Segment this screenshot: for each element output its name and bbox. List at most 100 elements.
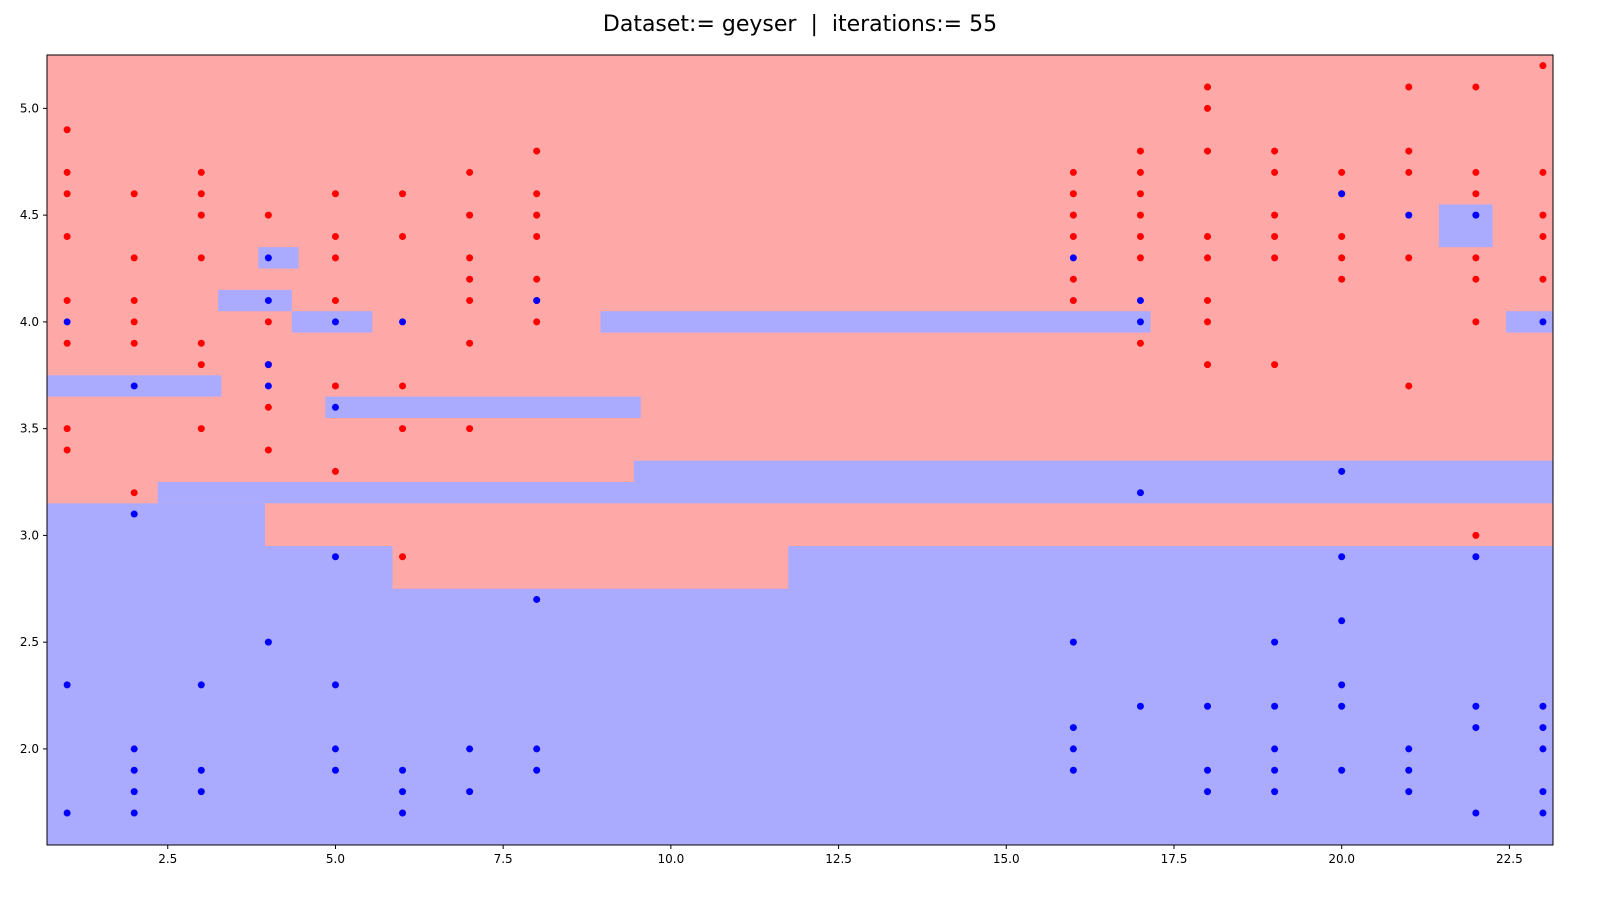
- y-tick-label: 4.5: [20, 208, 39, 222]
- point-red: [1472, 531, 1480, 539]
- point-blue: [1338, 467, 1346, 475]
- point-red: [1069, 232, 1077, 240]
- point-blue: [63, 809, 71, 817]
- y-tick-label: 4.0: [20, 315, 39, 329]
- point-red: [533, 318, 541, 326]
- point-red: [197, 168, 205, 176]
- point-blue: [264, 297, 272, 305]
- point-red: [130, 489, 138, 497]
- point-red: [466, 168, 474, 176]
- point-blue: [1472, 809, 1480, 817]
- x-tick-label: 22.5: [1496, 852, 1523, 866]
- point-blue: [533, 766, 541, 774]
- point-red: [1069, 168, 1077, 176]
- point-blue: [1136, 297, 1144, 305]
- point-red: [1204, 83, 1212, 91]
- region-blue: [218, 289, 292, 312]
- point-blue: [331, 403, 339, 411]
- point-red: [1539, 275, 1547, 283]
- point-blue: [1069, 254, 1077, 262]
- point-red: [130, 254, 138, 262]
- point-blue: [264, 638, 272, 646]
- point-red: [1136, 339, 1144, 347]
- region-blue: [47, 503, 1553, 845]
- point-blue: [1539, 788, 1547, 796]
- point-red: [533, 190, 541, 198]
- point-blue: [399, 809, 407, 817]
- region-blue: [258, 247, 299, 269]
- point-red: [1472, 190, 1480, 198]
- point-red: [1204, 104, 1212, 112]
- point-red: [197, 339, 205, 347]
- point-red: [1539, 211, 1547, 219]
- point-red: [1136, 254, 1144, 262]
- point-blue: [264, 254, 272, 262]
- point-blue: [1539, 745, 1547, 753]
- point-red: [63, 232, 71, 240]
- decision-regions: [47, 55, 1553, 845]
- region-blue: [325, 396, 641, 418]
- point-blue: [331, 318, 339, 326]
- point-red: [63, 425, 71, 433]
- point-red: [1136, 190, 1144, 198]
- point-red: [264, 211, 272, 219]
- point-blue: [399, 788, 407, 796]
- point-red: [1204, 297, 1212, 305]
- point-blue: [264, 382, 272, 390]
- y-tick-label: 2.5: [20, 635, 39, 649]
- point-blue: [1539, 724, 1547, 732]
- point-red: [533, 232, 541, 240]
- point-red: [1136, 211, 1144, 219]
- point-red: [197, 254, 205, 262]
- point-red: [1338, 168, 1346, 176]
- point-red: [1069, 211, 1077, 219]
- point-blue: [399, 318, 407, 326]
- point-red: [399, 425, 407, 433]
- point-red: [1069, 297, 1077, 305]
- point-red: [1338, 275, 1346, 283]
- axes: 2.5 5.0 7.5 10.0 12.5 15.0 17.5 20.0 22.5 2.0 2.5 3…: [20, 101, 1523, 866]
- point-red: [264, 446, 272, 454]
- x-tick-label: 7.5: [494, 852, 513, 866]
- point-red: [1539, 232, 1547, 240]
- point-red: [1204, 232, 1212, 240]
- point-red: [130, 190, 138, 198]
- point-blue: [130, 745, 138, 753]
- chart-title: Dataset:= geyser | iterations:= 55: [602, 12, 998, 37]
- point-red: [533, 211, 541, 219]
- point-red: [331, 190, 339, 198]
- point-blue: [331, 745, 339, 753]
- point-blue: [1069, 745, 1077, 753]
- point-blue: [1069, 638, 1077, 646]
- point-red: [466, 425, 474, 433]
- point-red: [399, 232, 407, 240]
- point-blue: [1338, 681, 1346, 689]
- y-tick-label: 3.5: [20, 422, 39, 436]
- point-blue: [1539, 809, 1547, 817]
- point-red: [1338, 232, 1346, 240]
- point-blue: [1204, 766, 1212, 774]
- point-blue: [1069, 724, 1077, 732]
- point-blue: [331, 766, 339, 774]
- point-red: [1271, 361, 1279, 369]
- point-red: [130, 297, 138, 305]
- point-red: [1271, 211, 1279, 219]
- point-red: [466, 339, 474, 347]
- point-blue: [1338, 190, 1346, 198]
- point-red: [1405, 83, 1413, 91]
- region-blue: [600, 311, 1151, 333]
- point-red: [466, 297, 474, 305]
- point-red: [1204, 318, 1212, 326]
- point-blue: [1136, 318, 1144, 326]
- point-red: [331, 297, 339, 305]
- region-red: [392, 546, 789, 589]
- point-blue: [466, 788, 474, 796]
- point-red: [197, 190, 205, 198]
- region-blue: [1438, 204, 1493, 248]
- point-red: [1136, 147, 1144, 155]
- point-blue: [1271, 788, 1279, 796]
- point-blue: [1539, 702, 1547, 710]
- point-blue: [1539, 318, 1547, 326]
- y-tick-label: 5.0: [20, 101, 39, 115]
